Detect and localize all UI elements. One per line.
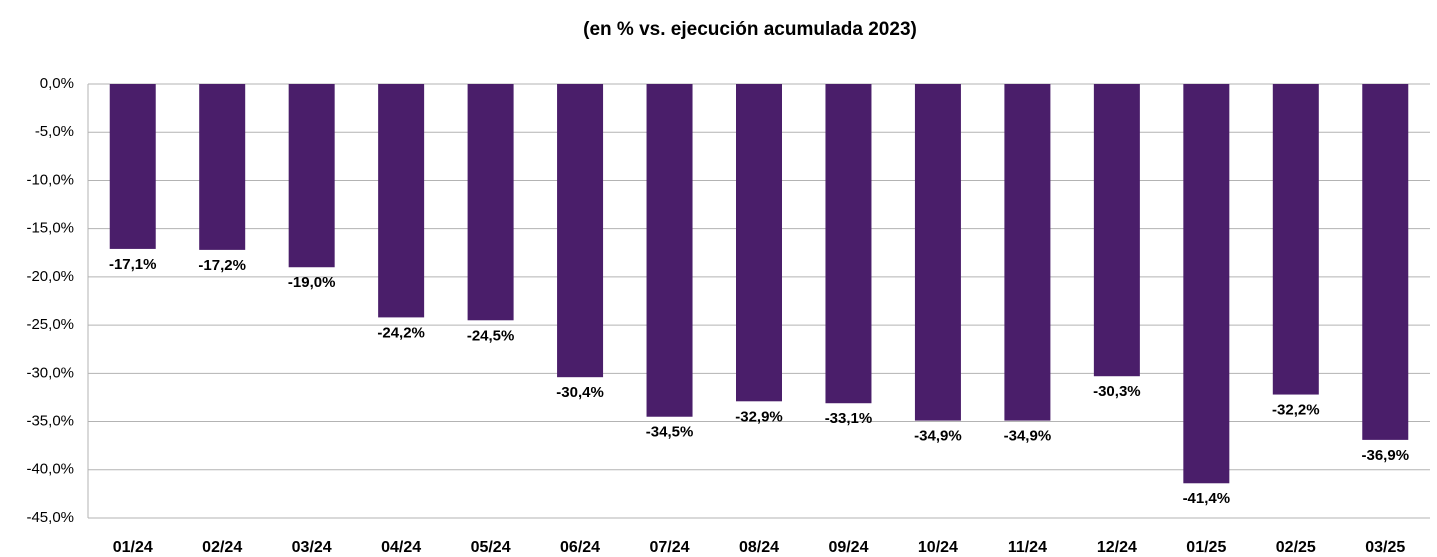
- y-tick-label: -10,0%: [26, 171, 74, 188]
- data-label: -32,9%: [735, 408, 783, 425]
- bar: [378, 84, 425, 318]
- x-tick-label: 07/24: [650, 539, 690, 556]
- data-label: -19,0%: [288, 274, 336, 291]
- bar: [914, 84, 961, 421]
- y-tick-label: 0,0%: [40, 75, 74, 92]
- bar: [736, 84, 782, 402]
- y-tick-label: -20,0%: [26, 268, 74, 285]
- x-tick-label: 06/24: [560, 539, 600, 556]
- x-tick-label: 04/24: [381, 539, 421, 556]
- data-label: -33,1%: [825, 410, 873, 427]
- y-tick-label: -30,0%: [26, 364, 74, 381]
- data-label: -30,4%: [556, 384, 604, 401]
- data-label: -17,1%: [109, 256, 157, 273]
- chart-title: (en % vs. ejecución acumulada 2023): [583, 19, 917, 40]
- x-tick-label: 03/25: [1365, 539, 1405, 556]
- bar: [825, 84, 872, 404]
- bar: [288, 84, 335, 268]
- x-tick-label: 10/24: [918, 539, 958, 556]
- x-tick-label: 09/24: [828, 539, 868, 556]
- bar: [467, 84, 514, 321]
- data-label: -24,5%: [467, 327, 515, 344]
- bar: [1183, 84, 1230, 484]
- data-label: -30,3%: [1093, 383, 1141, 400]
- x-tick-label: 11/24: [1008, 539, 1047, 556]
- y-tick-label: -45,0%: [26, 509, 74, 526]
- y-tick-label: -35,0%: [26, 413, 74, 430]
- bar: [646, 84, 693, 417]
- bar: [1362, 84, 1409, 440]
- data-label: -34,5%: [646, 424, 694, 441]
- bar: [1272, 84, 1319, 395]
- x-tick-label: 02/25: [1276, 539, 1316, 556]
- y-tick-label: -5,0%: [35, 123, 74, 140]
- x-tick-label: 03/24: [292, 539, 332, 556]
- x-tick-label: 08/24: [739, 539, 779, 556]
- data-label: -34,9%: [914, 428, 962, 445]
- x-tick-label: 05/24: [471, 539, 511, 556]
- data-label: -36,9%: [1362, 447, 1410, 464]
- y-tick-label: -40,0%: [26, 461, 74, 478]
- y-tick-label: -15,0%: [26, 220, 74, 237]
- data-label: -34,9%: [1004, 428, 1052, 445]
- data-label: -32,2%: [1272, 402, 1320, 419]
- x-tick-label: 02/24: [202, 539, 242, 556]
- data-label: -17,2%: [198, 257, 246, 274]
- bar: [199, 84, 246, 250]
- data-label: -24,2%: [377, 324, 425, 341]
- bar: [557, 84, 604, 378]
- x-tick-label: 01/24: [113, 539, 153, 556]
- data-label: -41,4%: [1183, 490, 1231, 507]
- bar: [1004, 84, 1051, 421]
- x-tick-label: 12/24: [1097, 539, 1137, 556]
- bar: [109, 84, 156, 249]
- x-tick-label: 01/25: [1186, 539, 1226, 556]
- y-tick-label: -25,0%: [26, 316, 74, 333]
- bar: [1093, 84, 1140, 377]
